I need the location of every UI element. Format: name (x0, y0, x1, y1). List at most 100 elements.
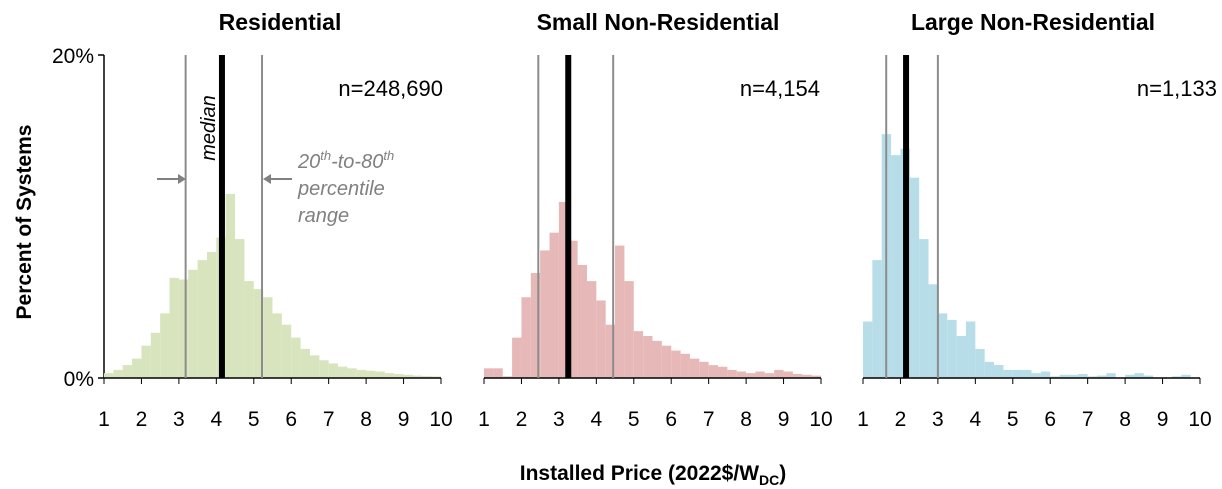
histogram-bar (300, 348, 310, 378)
x-tick-label: 5 (248, 408, 260, 431)
histogram-bar (1134, 373, 1144, 378)
x-tick-label: 4 (590, 408, 602, 431)
histogram-bar (281, 324, 292, 378)
histogram-bar (919, 239, 929, 378)
histogram-bar (225, 193, 236, 378)
y-tick-label-bottom: 0% (64, 368, 94, 391)
histogram-bar (947, 319, 957, 378)
histogram-bar (568, 240, 578, 378)
x-tick-label: 5 (628, 408, 640, 431)
histogram-bar (422, 376, 432, 378)
x-tick-label: 4 (969, 408, 981, 431)
histogram-bar (652, 340, 662, 378)
x-tick-label: 8 (360, 408, 372, 431)
x-tick-label: 9 (1157, 408, 1169, 431)
histogram-bar (356, 369, 367, 378)
histogram-bar (540, 250, 550, 378)
histogram-bar (984, 361, 995, 378)
histogram-bar (671, 350, 681, 378)
histogram-bar (699, 361, 709, 378)
left-arrow (157, 174, 186, 184)
histogram-bar (774, 369, 784, 378)
x-tick-label: 5 (1007, 408, 1019, 431)
histogram-bar (188, 269, 198, 378)
x-tick-label: 6 (285, 408, 297, 431)
histogram-bar (484, 368, 494, 378)
right-arrow (263, 174, 292, 184)
x-tick-label: 4 (210, 408, 222, 431)
sample-size-label: n=4,154 (740, 76, 820, 101)
histogram-bar (624, 281, 634, 378)
panel-large-non-residential: 1 2 3 4 5 6 7 8 9 10 Large Non-Residential n=1,133 (857, 9, 1217, 431)
panel-small-non-residential: 1 2 3 4 5 6 7 8 9 10 Small Non-Residential n=4,154 (478, 9, 833, 431)
histogram-bar (615, 245, 625, 378)
histogram-bar (1171, 376, 1182, 378)
histogram-bar (244, 281, 254, 378)
histogram-bar (708, 365, 719, 378)
histogram-bar (727, 369, 737, 378)
x-tick-label: 9 (398, 408, 410, 431)
x-tick-label: 3 (932, 408, 944, 431)
histogram-bar (1106, 373, 1116, 378)
histogram-bar (994, 365, 1004, 378)
histogram-bar (643, 336, 653, 378)
histogram-bar (150, 332, 161, 378)
x-tick-label: 10 (809, 408, 832, 431)
x-tick-label: 2 (136, 408, 148, 431)
histogram-bar (736, 371, 747, 378)
histogram-bar (347, 368, 357, 378)
x-tick-label: 2 (516, 408, 528, 431)
histogram-bar (384, 373, 395, 378)
histogram-bar (113, 369, 123, 378)
x-tick-label: 7 (703, 408, 715, 431)
histogram-bar (746, 373, 756, 378)
x-tick-label: 3 (553, 408, 565, 431)
histogram-bar (530, 273, 541, 378)
histogram-bar (197, 260, 207, 378)
histogram-bar (909, 177, 920, 378)
histogram-bar (872, 260, 882, 378)
histogram-bar (811, 375, 821, 378)
x-axis-label: Installed Price (2022$/WDC) (520, 462, 787, 488)
histogram-bar (783, 371, 793, 378)
percentile-range-line1: 20th-to-80th (297, 148, 394, 173)
histogram-bar (169, 277, 179, 378)
histogram-bar (1125, 374, 1135, 378)
histogram-bar (1078, 373, 1088, 378)
histogram-bar (235, 239, 245, 378)
histogram-bar (965, 321, 976, 378)
histogram-bar (104, 373, 114, 378)
histogram-bar (431, 376, 441, 378)
histogram-bar (502, 376, 513, 378)
median-label: median (198, 95, 220, 161)
histogram-bar (206, 252, 217, 378)
histogram-bar (1143, 375, 1154, 378)
histogram-bar (394, 373, 404, 378)
histogram-bar (328, 363, 339, 378)
histogram-bar (403, 374, 413, 378)
sample-size-label: n=248,690 (338, 76, 443, 101)
percentile-range-line3: range (298, 205, 349, 227)
histogram-bar (263, 297, 273, 378)
histogram-bar (1097, 375, 1107, 378)
x-tick-label: 10 (1188, 408, 1211, 431)
histogram-bar (319, 360, 329, 378)
panel-title: Large Non-Residential (911, 9, 1155, 35)
panel-residential: 1 2 3 4 5 6 7 8 9 10 Residential n=248,690 (98, 9, 453, 431)
x-tick-label: 7 (323, 408, 335, 431)
histogram-bar (1003, 369, 1013, 378)
x-tick-label: 9 (778, 408, 790, 431)
x-tick-label: 1 (857, 408, 869, 431)
x-tick-label: 1 (98, 408, 110, 431)
histogram-bar (633, 331, 644, 378)
histogram-bar (338, 366, 348, 378)
histogram-bar (253, 289, 264, 378)
x-tick-label: 6 (1044, 408, 1056, 431)
histogram-bar (1181, 374, 1191, 378)
histogram-bar (1059, 374, 1069, 378)
histogram-bar (122, 365, 133, 378)
histogram-bar (558, 201, 569, 378)
histogram-bar (863, 321, 873, 378)
histogram-bar (802, 374, 812, 378)
histogram-bar (309, 355, 320, 378)
